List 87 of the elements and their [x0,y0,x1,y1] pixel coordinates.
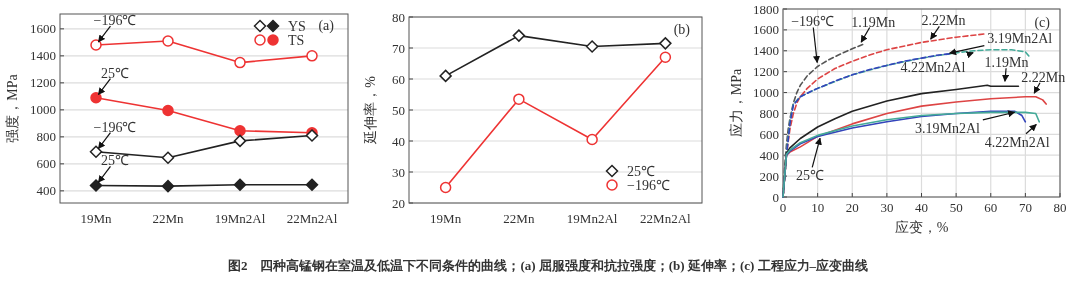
y-tick-label: 800 [36,129,56,145]
annotation: (c) [1034,15,1051,31]
x-tick-label: 22Mn [152,211,185,226]
annotation: (a) [318,18,335,34]
point [233,134,247,148]
annotation: (b) [673,22,691,38]
legend-label: 25℃ [627,164,655,179]
x-tick-label: 19Mn2Al [566,211,618,226]
annotation: 2.22Mn [1021,69,1066,85]
annotation: 4.22Mn2Al [900,60,966,76]
x-tick-label: 80 [1053,200,1067,215]
x-tick-label: 50 [949,200,963,215]
y-tick-label: 50 [392,102,405,118]
x-tick-label: 22Mn [503,211,535,226]
point [659,37,672,50]
y-tick-label: 1600 [30,21,56,37]
point [306,50,318,62]
annotation: 2.22Mn [921,13,966,29]
y-axis-title: 延伸率，% [363,75,379,145]
point [89,179,103,192]
y-axis-title: 应力，MPa [729,67,745,138]
y-tick-label: 70 [392,40,405,56]
y-tick-label: 1800 [753,1,779,17]
annotation: 3.19Mn2Al [987,30,1053,46]
legend-label: −196℃ [627,178,670,193]
annotation: −196℃ [93,13,137,29]
x-tick-label: 19Mn [430,211,462,226]
y-tick-label: 1400 [30,48,56,64]
y-tick-label: 60 [392,71,405,87]
y-tick-label: 200 [759,168,779,184]
annotation: 1.19Mn [851,14,896,30]
point [513,93,525,105]
annotation: 1.19Mn [984,55,1029,71]
point [305,178,319,192]
x-axis-title: 应变，% [894,220,949,235]
y-tick-label: 1000 [753,85,779,101]
point [161,151,175,165]
x-tick-label: 20 [845,200,859,215]
x-tick-label: 30 [880,200,894,215]
y-tick-label: 40 [392,133,405,149]
y-tick-label: 1000 [30,102,56,118]
x-tick-label: 40 [915,200,928,215]
y-tick-label: 1400 [753,43,779,59]
legend-label: TS [288,33,305,48]
point [439,69,452,83]
y-tick-label: 400 [36,183,56,199]
annotation: 3.19Mn2Al [914,121,981,137]
y-tick-label: 800 [759,105,779,121]
point [512,29,526,42]
point [439,181,452,194]
y-tick-label: 600 [759,126,779,142]
point [162,104,174,117]
annotation: 25℃ [101,153,129,169]
point [234,125,246,137]
x-tick-label: 22Mn2Al [640,211,692,226]
caption: 图2 四种高锰钢在室温及低温下不同条件的曲线；(a) 屈服强度和抗拉强度；(b) 延伸率；(c) 工程应力–应变曲线 [227,258,869,273]
x-tick-label: 70 [1018,200,1032,215]
point [161,179,175,193]
y-tick-label: 80 [392,9,405,25]
point [90,91,102,104]
x-tick-label: 10 [811,200,825,215]
x-tick-label: 19Mn2Al [214,211,266,226]
annotation: −196℃ [93,119,137,135]
point [659,51,672,64]
annotation: 25℃ [101,65,129,81]
annotation: 25℃ [796,168,825,184]
point [233,178,247,192]
x-tick-label: 22Mn2Al [286,211,338,226]
legend-label: YS [288,19,306,34]
annotation: −196℃ [791,14,835,30]
y-tick-label: 1600 [753,22,779,38]
x-tick-label: 60 [984,200,998,215]
y-tick-label: 0 [772,189,779,205]
y-tick-label: 1200 [30,75,56,91]
point [585,40,599,53]
point [89,145,103,158]
point [586,133,598,146]
annotation: 4.22Mn2Al [984,134,1050,150]
point [234,56,246,69]
y-tick-label: 1200 [753,64,779,80]
point [162,35,174,47]
x-tick-label: 19Mn [80,211,113,226]
point [90,39,102,51]
y-tick-label: 600 [36,156,56,172]
y-axis-title: 强度，MPa [5,73,21,143]
y-tick-label: 30 [392,164,405,180]
y-tick-label: 400 [759,147,779,163]
